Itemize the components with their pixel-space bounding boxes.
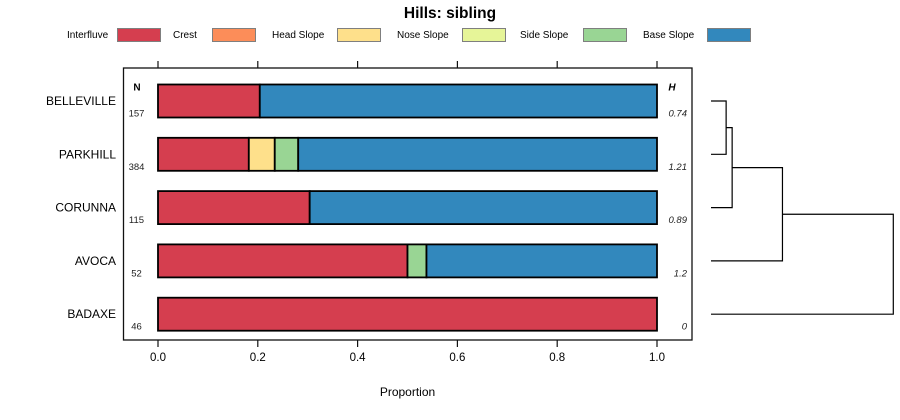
bar-segment-base-slope [258, 83, 658, 119]
bar-segment-base-slope [425, 243, 658, 279]
row-label-belleville: BELLEVILLE [46, 94, 116, 108]
n-value: 46 [131, 322, 142, 333]
bar-segment-interfluve [157, 296, 658, 332]
h-value: 0.74 [669, 109, 688, 120]
dendrogram-link [711, 213, 894, 315]
bar-segment-base-slope [308, 190, 658, 226]
legend-swatch-base-slope [707, 28, 751, 42]
h-value: 1.2 [674, 268, 688, 279]
h-value: 0 [682, 322, 688, 333]
legend-swatch-nose-slope [462, 28, 506, 42]
row-label-badaxe: BADAXE [67, 307, 116, 321]
x-tick-label: 0.8 [549, 352, 565, 364]
bar-segment-base-slope [297, 136, 658, 172]
x-tick-label: 0.6 [449, 352, 465, 364]
n-value: 384 [129, 162, 145, 173]
dendrogram-link [711, 100, 727, 155]
n-value: 52 [131, 268, 142, 279]
legend-label-crest: Crest [173, 30, 197, 41]
legend-label-head-slope: Head Slope [272, 30, 325, 41]
legend-label-nose-slope: Nose Slope [397, 30, 449, 41]
bar-segment-side-slope [406, 243, 428, 279]
legend-swatch-side-slope [583, 28, 627, 42]
row-label-parkhill: PARKHILL [59, 147, 116, 161]
legend-swatch-interfluve [117, 28, 161, 42]
legend-swatch-head-slope [337, 28, 381, 42]
h-value: 1.21 [669, 162, 688, 173]
row-label-avoca: AVOCA [75, 254, 116, 268]
dendrogram-link [711, 167, 784, 262]
x-tick-label: 0.4 [350, 352, 367, 364]
bar-segment-interfluve [157, 136, 250, 172]
column-header-h: H [668, 82, 676, 94]
dendrogram-link [711, 127, 733, 209]
legend-label-interfluve: Interfluve [67, 30, 109, 41]
legend-label-side-slope: Side Slope [520, 30, 569, 41]
n-value: 115 [129, 215, 144, 226]
bar-segment-interfluve [157, 190, 311, 226]
legend-swatch-crest [212, 28, 256, 42]
bar-segment-interfluve [157, 83, 261, 119]
bar-segment-interfluve [157, 243, 409, 279]
x-tick-label: 0.0 [150, 352, 166, 364]
plot-frame [122, 67, 693, 341]
x-axis-title: Proportion [379, 385, 436, 399]
h-value: 0.89 [669, 215, 688, 226]
x-tick-label: 1.0 [649, 352, 665, 364]
bar-segment-head-slope [247, 136, 276, 172]
chart-title: Hills: sibling [403, 5, 497, 22]
bar-segment-side-slope [273, 136, 300, 172]
x-tick-label: 0.2 [250, 352, 266, 364]
legend-label-base-slope: Base Slope [643, 30, 695, 41]
row-label-corunna: CORUNNA [55, 201, 116, 215]
column-header-n: N [133, 82, 141, 94]
n-value: 157 [129, 109, 145, 120]
